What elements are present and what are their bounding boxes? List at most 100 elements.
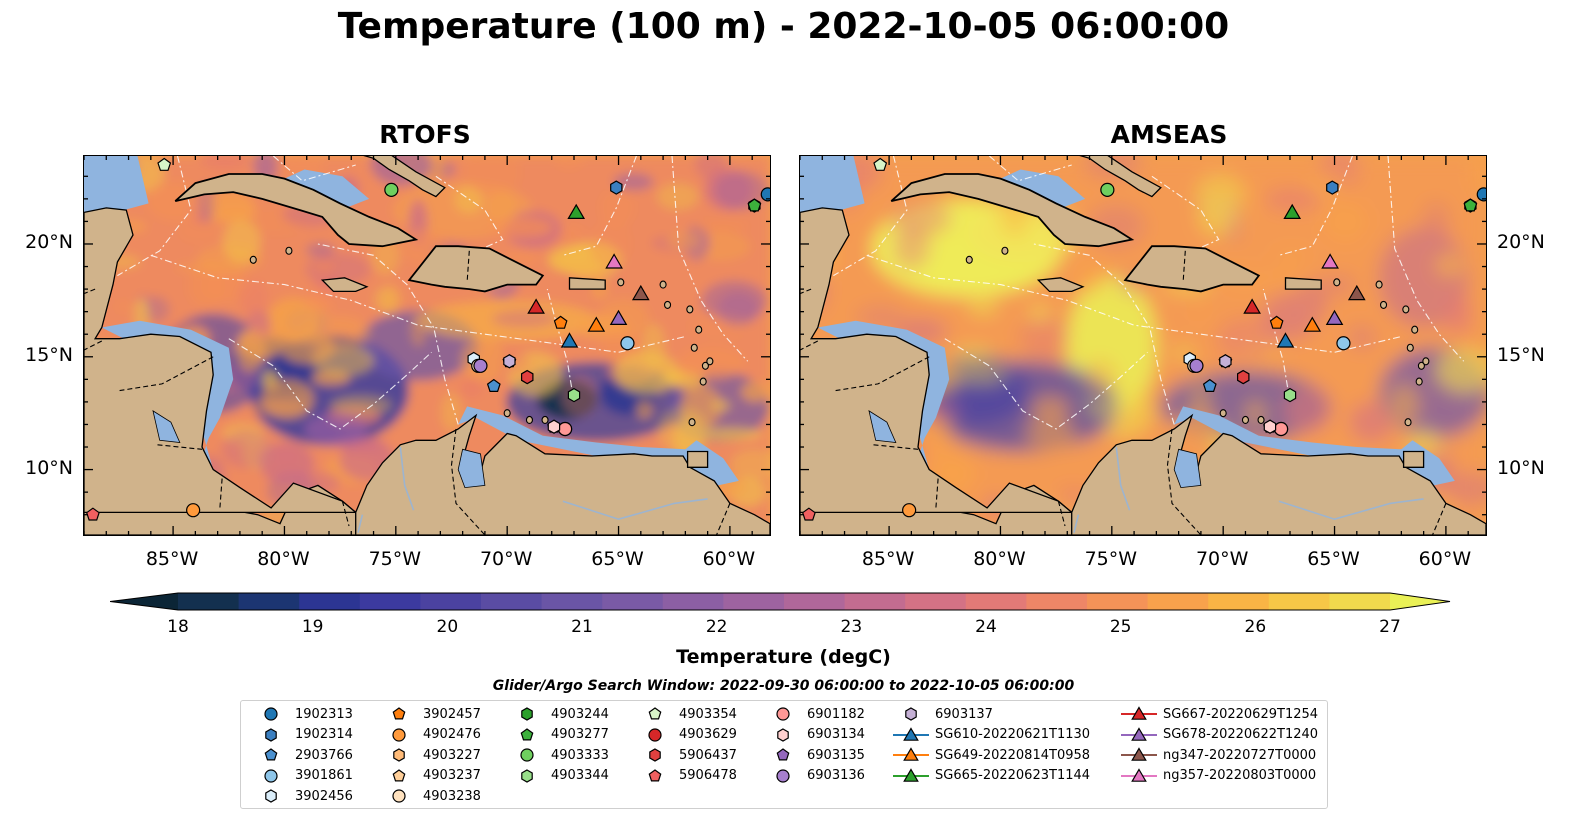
- colorbar-step: [844, 593, 906, 610]
- marker-SG649-20220814T0958[interactable]: [1303, 316, 1322, 332]
- marker-1902314[interactable]: [1326, 180, 1339, 195]
- legend-marker[interactable]: [520, 748, 534, 762]
- island-6: [663, 300, 672, 309]
- marker-SG649-20220814T0958[interactable]: [587, 316, 606, 332]
- amseas-map-panel[interactable]: [799, 155, 1487, 536]
- legend-marker[interactable]: [1131, 767, 1147, 782]
- marker-4903277[interactable]: [747, 198, 762, 212]
- rtofs-map-panel[interactable]: [83, 155, 771, 536]
- legend-label: 4903237: [423, 768, 481, 783]
- legend-marker[interactable]: [264, 748, 278, 761]
- legend-marker[interactable]: [392, 768, 406, 781]
- legend-entry: SG667-20220629T1254: [1119, 704, 1318, 724]
- marker-2903766[interactable]: [1202, 378, 1217, 392]
- legend-entry: 6901182: [763, 704, 865, 724]
- legend-marker[interactable]: [520, 727, 534, 740]
- legend-marker[interactable]: [1131, 747, 1147, 761]
- marker-ng347-20220727T0000[interactable]: [1347, 284, 1366, 301]
- colorbar-tick-label: 19: [301, 617, 324, 637]
- legend-marker[interactable]: [903, 767, 919, 782]
- legend-marker[interactable]: [776, 748, 790, 761]
- legend-marker[interactable]: [392, 789, 406, 803]
- legend-marker[interactable]: [648, 727, 662, 742]
- island-4: [688, 418, 696, 427]
- marker-4903354[interactable]: [873, 157, 888, 171]
- marker-6901182[interactable]: [557, 421, 573, 437]
- marker-6903137[interactable]: [503, 354, 516, 369]
- marker-6903137[interactable]: [1219, 354, 1232, 369]
- lake-1: [152, 410, 181, 443]
- legend-label: 1902314: [295, 727, 353, 742]
- legend-marker[interactable]: [1131, 706, 1147, 720]
- colorbar-step: [602, 593, 664, 610]
- marker-5906478[interactable]: [801, 507, 816, 521]
- legend-marker[interactable]: [648, 707, 662, 720]
- colorbar-label: Temperature (degC): [676, 646, 891, 668]
- marker-1902313[interactable]: [760, 187, 770, 202]
- marker-6901182[interactable]: [1273, 421, 1289, 437]
- legend-marker[interactable]: [521, 707, 533, 721]
- colorbar-step: [1329, 593, 1391, 610]
- legend-marker[interactable]: [1131, 726, 1147, 741]
- marker-SG678-20220622T1240[interactable]: [1325, 309, 1344, 325]
- legend-marker[interactable]: [265, 789, 277, 803]
- lon-tick-label: 80°W: [257, 548, 310, 570]
- marker-6903136[interactable]: [473, 358, 488, 373]
- lat-tick-label: 15°N: [1497, 343, 1545, 366]
- legend-marker[interactable]: [265, 727, 277, 742]
- colorbar-tick-label: 26: [1244, 617, 1267, 637]
- marker-4903354[interactable]: [157, 157, 172, 171]
- marker-5906437[interactable]: [521, 369, 534, 385]
- legend-marker[interactable]: [776, 768, 790, 783]
- marker-SG667-20220629T1254[interactable]: [527, 298, 545, 314]
- marker-SG667-20220629T1254[interactable]: [1243, 298, 1261, 314]
- lon-tick-label: 85°W: [145, 548, 199, 570]
- marker-4903277[interactable]: [1463, 198, 1478, 212]
- marker-3901861[interactable]: [1336, 336, 1351, 351]
- legend-entry: 5906437: [635, 745, 737, 765]
- marker-4903344[interactable]: [1283, 387, 1297, 403]
- marker-3902457[interactable]: [1269, 315, 1284, 329]
- island-14: [1001, 246, 1009, 255]
- legend-marker[interactable]: [264, 707, 278, 721]
- legend-marker[interactable]: [264, 768, 278, 783]
- marker-4903333[interactable]: [1100, 182, 1115, 197]
- marker-SG665-20220623T1144[interactable]: [567, 203, 586, 220]
- legend-marker[interactable]: [776, 707, 790, 721]
- legend-marker[interactable]: [903, 726, 919, 741]
- legend-marker[interactable]: [392, 707, 406, 720]
- marker-SG665-20220623T1144[interactable]: [1283, 203, 1302, 220]
- marker-5906478[interactable]: [85, 507, 100, 521]
- marker-3902457[interactable]: [553, 315, 568, 329]
- legend-marker[interactable]: [648, 768, 662, 781]
- marker-SG610-20220621T1130[interactable]: [1276, 332, 1295, 348]
- marker-5906437[interactable]: [1237, 369, 1250, 385]
- legend-marker[interactable]: [392, 727, 406, 742]
- legend-entry: 4903354: [635, 704, 737, 724]
- legend-marker[interactable]: [649, 748, 661, 762]
- legend-marker[interactable]: [777, 727, 789, 742]
- marker-SG610-20220621T1130[interactable]: [560, 332, 579, 348]
- marker-2903766[interactable]: [486, 378, 501, 392]
- marker-1902313[interactable]: [1476, 187, 1486, 202]
- marker-SG678-20220622T1240[interactable]: [609, 309, 628, 325]
- marker-4903333[interactable]: [384, 182, 399, 197]
- marker-4902476[interactable]: [186, 503, 201, 518]
- legend-marker[interactable]: [521, 768, 533, 783]
- marker-ng357-20220803T0000[interactable]: [605, 253, 623, 269]
- marker-1902314[interactable]: [610, 180, 623, 195]
- legend-marker[interactable]: [905, 707, 917, 721]
- marker-ng347-20220727T0000[interactable]: [631, 284, 650, 301]
- island-5: [1422, 357, 1430, 366]
- marker-4903344[interactable]: [567, 387, 581, 403]
- country-borders: [800, 250, 1447, 535]
- pentagon-marker-icon: [392, 768, 406, 781]
- marker-4902476[interactable]: [902, 503, 917, 518]
- marker-6903134[interactable]: [1263, 419, 1277, 434]
- marker-6903136[interactable]: [1189, 358, 1204, 373]
- marker-3901861[interactable]: [620, 336, 635, 351]
- marker-6903134[interactable]: [547, 419, 561, 434]
- legend-marker[interactable]: [903, 747, 919, 761]
- marker-ng357-20220803T0000[interactable]: [1321, 253, 1339, 269]
- legend-marker[interactable]: [393, 748, 405, 762]
